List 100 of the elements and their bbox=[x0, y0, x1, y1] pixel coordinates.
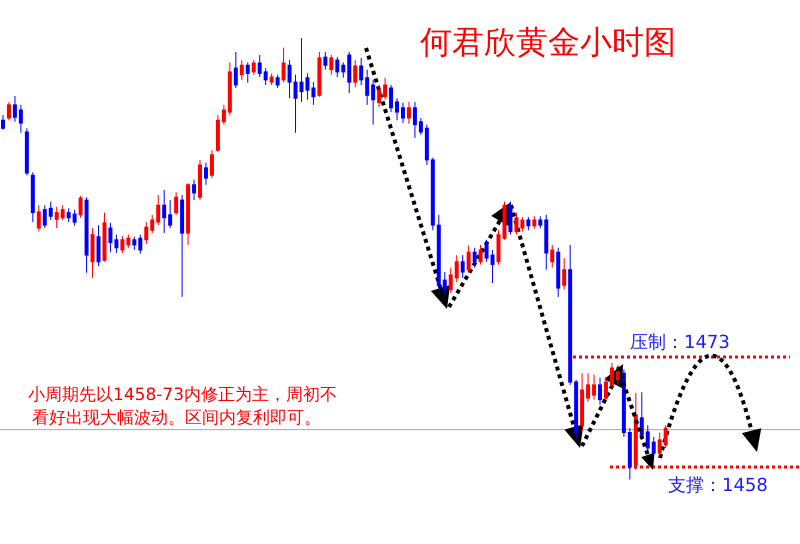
text: 何君欣黄金小时图 bbox=[420, 23, 676, 61]
candlestick bbox=[400, 102, 405, 124]
candlestick bbox=[198, 159, 202, 201]
candlestick bbox=[520, 216, 524, 232]
candlestick bbox=[138, 234, 142, 254]
candlestick bbox=[610, 362, 614, 388]
candlestick bbox=[240, 60, 244, 80]
candlestick bbox=[604, 376, 608, 400]
candlestick bbox=[335, 56, 340, 78]
candlestick bbox=[126, 234, 130, 248]
candlestick bbox=[252, 60, 256, 76]
candlestick bbox=[18, 104, 23, 134]
candlestick bbox=[24, 128, 29, 176]
candlestick bbox=[72, 209, 77, 226]
candlestick bbox=[66, 208, 71, 223]
candlestick bbox=[282, 47, 286, 83]
candlestick bbox=[550, 244, 554, 268]
candlestick bbox=[442, 272, 447, 296]
candlestick bbox=[502, 201, 506, 240]
candlestick bbox=[496, 230, 500, 266]
candlestick bbox=[156, 194, 160, 226]
candlestick bbox=[406, 101, 411, 124]
candlestick bbox=[586, 372, 590, 402]
candlestick bbox=[270, 72, 274, 86]
candlestick bbox=[664, 424, 668, 448]
candlestick bbox=[412, 101, 417, 138]
candlestick bbox=[114, 234, 118, 254]
candlestick bbox=[78, 195, 83, 218]
candlestick bbox=[264, 68, 268, 86]
candlestick bbox=[640, 392, 644, 440]
candlestick bbox=[353, 60, 358, 88]
candlestick bbox=[436, 214, 441, 290]
candlestick bbox=[0, 114, 5, 130]
candlestick bbox=[526, 216, 530, 231]
candlestick bbox=[294, 74, 298, 134]
candlestick bbox=[168, 200, 172, 229]
candlestick bbox=[216, 114, 220, 152]
candlestick bbox=[628, 428, 632, 480]
candlestick bbox=[329, 54, 334, 76]
candlestick bbox=[514, 212, 518, 236]
candlestick bbox=[580, 372, 584, 432]
candlestick bbox=[454, 254, 459, 283]
candlestick bbox=[174, 192, 178, 216]
candlestick bbox=[538, 216, 542, 229]
candlestick bbox=[36, 204, 41, 232]
candlestick bbox=[210, 150, 214, 179]
candlestick bbox=[341, 62, 346, 78]
candlestick bbox=[598, 377, 602, 406]
candlestick bbox=[544, 214, 548, 270]
candlestick bbox=[186, 182, 190, 246]
candlestick bbox=[90, 228, 95, 278]
annotation: 小周期先以1458-73内修正为主，周初不看好出现大幅波动。区间内复利即可。 bbox=[28, 385, 338, 428]
candlestick bbox=[108, 222, 112, 253]
candlestick bbox=[323, 52, 328, 70]
candlestick bbox=[192, 179, 196, 201]
candlestick bbox=[276, 74, 280, 88]
candlestick bbox=[258, 54, 262, 78]
candlestick bbox=[234, 52, 238, 88]
candlestick bbox=[418, 118, 423, 136]
ref-line-label: 压制：1473 bbox=[630, 332, 730, 354]
candlestick bbox=[162, 189, 166, 234]
candlestick bbox=[54, 206, 59, 229]
candlestick bbox=[562, 258, 566, 290]
candlestick bbox=[228, 62, 232, 116]
candlestick bbox=[371, 79, 376, 126]
candlestick bbox=[6, 101, 11, 121]
candlestick bbox=[592, 374, 596, 400]
candlestick bbox=[478, 244, 483, 266]
candlestick bbox=[96, 224, 100, 267]
candlestick bbox=[222, 104, 226, 126]
candlestick bbox=[30, 172, 35, 223]
candlestick bbox=[120, 236, 124, 254]
ref-line-label: 支撑：1458 bbox=[668, 475, 768, 496]
candlestick bbox=[180, 194, 184, 298]
candlestick bbox=[12, 96, 17, 122]
candlestick bbox=[359, 57, 364, 86]
candlestick bbox=[305, 72, 310, 100]
candlestick bbox=[484, 239, 489, 262]
candlestick bbox=[472, 247, 477, 268]
candlestick bbox=[490, 250, 495, 284]
candlestick bbox=[311, 82, 316, 106]
candlestick bbox=[317, 52, 322, 98]
candlestick bbox=[204, 162, 208, 186]
candlestick bbox=[300, 38, 304, 102]
candlestick bbox=[460, 254, 465, 278]
candlestick bbox=[383, 77, 388, 100]
candlestick bbox=[532, 216, 536, 230]
candlestick bbox=[377, 84, 382, 108]
candlestick bbox=[102, 212, 106, 262]
candlestick bbox=[508, 201, 512, 236]
candlestick bbox=[48, 201, 53, 220]
candlestick bbox=[395, 98, 400, 121]
candlestick bbox=[42, 204, 47, 229]
candlestick bbox=[556, 247, 560, 298]
candlestick bbox=[430, 157, 435, 231]
candlestick bbox=[288, 60, 292, 99]
candlestick bbox=[574, 379, 578, 440]
candlestick bbox=[60, 204, 65, 220]
candlestick bbox=[389, 84, 394, 113]
candlestick bbox=[132, 236, 136, 251]
